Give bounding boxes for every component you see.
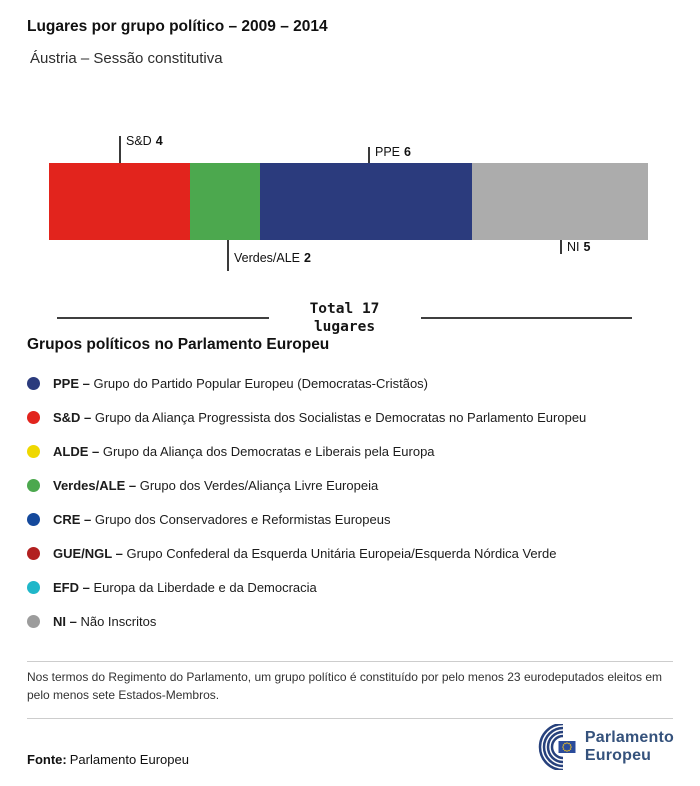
callout-group-name: S&D bbox=[126, 134, 152, 148]
total-seats-label: Total 17 lugares bbox=[285, 300, 405, 336]
ep-hemicycle-logo-icon bbox=[538, 724, 577, 770]
legend-label: ALDE – Grupo da Aliança dos Democratas e… bbox=[53, 443, 435, 459]
callout-group-name: PPE bbox=[375, 145, 401, 159]
legend-label: S&D – Grupo da Aliança Progressista dos … bbox=[53, 409, 587, 425]
legend-item-cre: CRE – Grupo dos Conservadores e Reformis… bbox=[27, 502, 675, 536]
ep-logo-text: Parlamento Europeu bbox=[585, 729, 674, 765]
footnote-text: Nos termos do Regimento do Parlamento, u… bbox=[27, 670, 663, 702]
callout-line-sd bbox=[119, 136, 121, 163]
source-line: Fonte: Parlamento Europeu bbox=[27, 752, 189, 767]
stacked-bar bbox=[49, 163, 648, 240]
legend-color-dot bbox=[27, 478, 40, 492]
callout-seats: 2 bbox=[304, 251, 311, 265]
legend-item-ppe: PPE – Grupo do Partido Popular Europeu (… bbox=[27, 366, 675, 400]
legend-label: NI – Não Inscritos bbox=[53, 613, 157, 629]
legend-label: EFD – Europa da Liberdade e da Democraci… bbox=[53, 579, 317, 595]
total-seats-line1: Total 17 bbox=[309, 301, 380, 317]
ep-logo: Parlamento Europeu bbox=[519, 724, 674, 770]
legend-color-dot bbox=[27, 614, 40, 628]
legend-heading: Grupos políticos no Parlamento Europeu bbox=[27, 336, 330, 353]
callout-seats: 6 bbox=[404, 145, 411, 159]
source-value: Parlamento Europeu bbox=[69, 752, 189, 767]
legend-color-dot bbox=[27, 444, 40, 458]
bar-segment-PPE bbox=[260, 163, 472, 240]
legend-color-dot bbox=[27, 512, 40, 526]
total-rule-left bbox=[57, 317, 269, 319]
callout-seats: 5 bbox=[583, 240, 591, 254]
legend-list: PPE – Grupo do Partido Popular Europeu (… bbox=[27, 366, 675, 638]
legend-label: CRE – Grupo dos Conservadores e Reformis… bbox=[53, 511, 391, 527]
total-seats-row: Total 17 lugares bbox=[57, 300, 632, 336]
page-subtitle: Áustria – Sessão constitutiva bbox=[30, 50, 223, 67]
callout-label-ni: NI 5 bbox=[567, 240, 590, 254]
callout-group-name: NI bbox=[567, 240, 580, 254]
ep-logo-text-line1: Parlamento bbox=[584, 729, 674, 746]
callout-label-sd: S&D 4 bbox=[126, 134, 163, 148]
legend-item-alde: ALDE – Grupo da Aliança dos Democratas e… bbox=[27, 434, 675, 468]
legend-color-dot bbox=[27, 546, 40, 560]
legend-color-dot bbox=[27, 580, 40, 594]
eu-flag-icon bbox=[558, 741, 576, 753]
callout-label-verdes: Verdes/ALE 2 bbox=[234, 251, 311, 265]
callout-group-name: Verdes/ALE bbox=[234, 251, 301, 265]
total-rule-right bbox=[420, 317, 632, 319]
legend-item-verdesale: Verdes/ALE – Grupo dos Verdes/Aliança Li… bbox=[27, 468, 675, 502]
bar-segment-S&D bbox=[49, 163, 190, 240]
callout-label-ppe: PPE 6 bbox=[375, 145, 411, 159]
legend-item-ni: NI – Não Inscritos bbox=[27, 604, 675, 638]
divider-footer-top bbox=[27, 718, 673, 719]
legend-label: Verdes/ALE – Grupo dos Verdes/Aliança Li… bbox=[53, 477, 379, 493]
legend-label: GUE/NGL – Grupo Confederal da Esquerda U… bbox=[53, 545, 557, 561]
callout-seats: 4 bbox=[155, 134, 163, 148]
callout-line-verdes bbox=[227, 240, 229, 271]
source-label: Fonte: bbox=[27, 752, 67, 767]
bar-segment-Verdes/ALE bbox=[189, 163, 261, 240]
legend-label: PPE – Grupo do Partido Popular Europeu (… bbox=[53, 375, 429, 391]
bar-segment-NI bbox=[471, 163, 648, 240]
seats-chart: S&D 4 PPE 6 Verdes/ALE 2 NI 5 bbox=[0, 130, 700, 290]
legend-item-guengl: GUE/NGL – Grupo Confederal da Esquerda U… bbox=[27, 536, 675, 570]
callout-line-ppe bbox=[368, 147, 370, 163]
divider-footnote-top bbox=[27, 661, 673, 662]
legend-color-dot bbox=[27, 376, 40, 390]
legend-item-sd: S&D – Grupo da Aliança Progressista dos … bbox=[27, 400, 675, 434]
legend-color-dot bbox=[27, 410, 40, 424]
total-seats-line2: lugares bbox=[313, 319, 376, 336]
page-title: Lugares por grupo político – 2009 – 2014 bbox=[27, 18, 328, 35]
callout-line-ni bbox=[560, 240, 562, 254]
eu-flag-stars bbox=[562, 742, 572, 752]
ep-logo-text-line2: Europeu bbox=[584, 747, 652, 764]
legend-item-efd: EFD – Europa da Liberdade e da Democraci… bbox=[27, 570, 675, 604]
